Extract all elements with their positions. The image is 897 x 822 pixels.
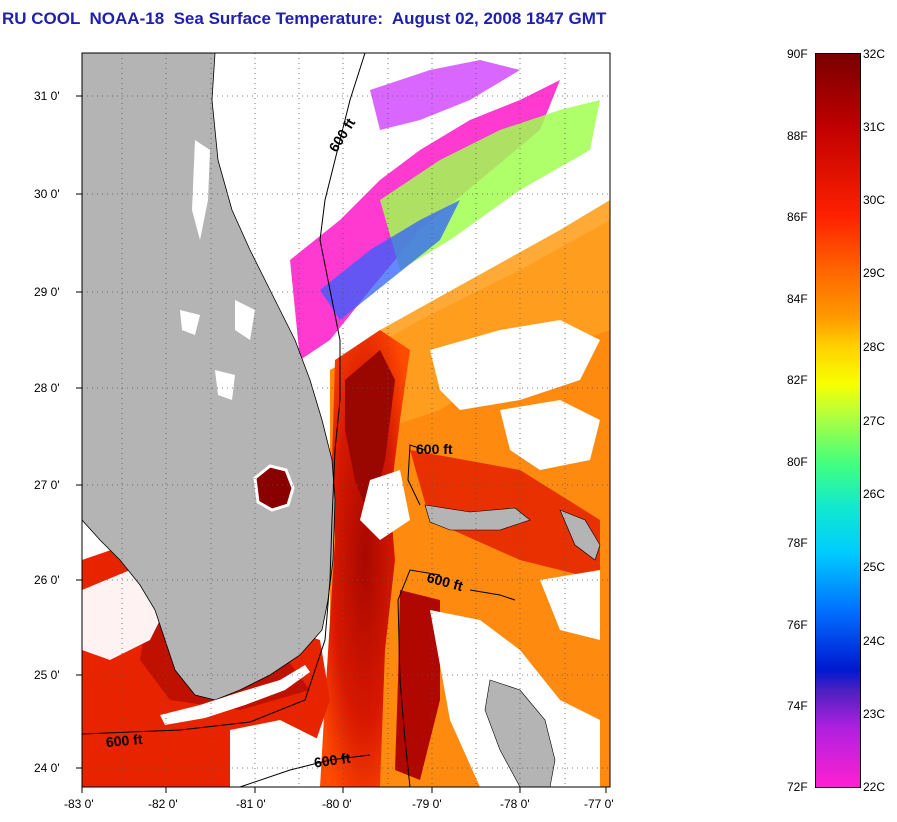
colorbar-f-86: 86F xyxy=(787,210,808,224)
colorbar-c-24: 24C xyxy=(863,634,886,648)
lat-tick-31: 31 0' xyxy=(34,89,60,103)
colorbar-f-76: 76F xyxy=(787,618,808,632)
lake-okeechobee xyxy=(253,464,295,512)
inland-nodata-2 xyxy=(235,300,255,340)
gulf-stream-inner xyxy=(345,350,395,520)
colorbar-c-29: 29C xyxy=(863,266,886,280)
contour-600ft-tongue xyxy=(397,569,441,787)
cloud-6 xyxy=(360,470,410,540)
contour-label-2: 600 ft xyxy=(416,441,453,457)
gulf-stream-core xyxy=(320,330,410,787)
colorbar-f-80: 80F xyxy=(787,455,808,469)
contour-600ft-bahamas xyxy=(407,444,426,506)
colorbar-f-90: 90F xyxy=(787,47,808,61)
sst-tongue-of-ocean xyxy=(395,590,440,780)
lat-tick-30: 30 0' xyxy=(34,187,60,201)
inland-nodata-1 xyxy=(192,140,210,240)
contour-label-5: 600 ft xyxy=(313,750,352,771)
inland-nodata-4 xyxy=(180,310,200,335)
lon-axis xyxy=(81,787,607,793)
colorbar-f-82: 82F xyxy=(787,373,808,387)
cloud-5 xyxy=(230,720,320,787)
colorbar-f-74: 74F xyxy=(787,699,808,713)
panhandle-land xyxy=(82,53,210,300)
contour-600ft-ne xyxy=(469,589,516,601)
lon-tick-83: -83 0' xyxy=(64,797,94,811)
colorbar-f-72: 72F xyxy=(787,780,808,794)
lon-tick-81: -81 0' xyxy=(236,797,266,811)
colorbar-c-32: 32C xyxy=(863,47,886,61)
contour-600ft-east xyxy=(82,53,366,735)
colorbar-f-88: 88F xyxy=(787,129,808,143)
colorbar-f-78: 78F xyxy=(787,536,808,550)
inland-nodata-3 xyxy=(215,370,235,400)
lon-tick-82: -82 0' xyxy=(148,797,178,811)
lon-tick-80: -80 0' xyxy=(322,797,352,811)
map-frame xyxy=(81,52,611,788)
map-area xyxy=(82,53,610,787)
colorbar-c-22: 22C xyxy=(863,780,886,794)
cloud-2 xyxy=(500,400,600,470)
map-grid xyxy=(82,53,610,787)
lon-tick-77: -77 0' xyxy=(584,797,614,811)
colorbar-c-25: 25C xyxy=(863,560,886,574)
grand-bahama-land xyxy=(424,504,531,531)
lat-tick-29: 29 0' xyxy=(34,285,60,299)
cloud-1 xyxy=(430,320,600,410)
contour-600ft-south xyxy=(239,754,371,787)
temperature-colorbar xyxy=(815,53,861,788)
florida-keys xyxy=(160,665,310,725)
lon-tick-78: -78 0' xyxy=(500,797,530,811)
colorbar-c-26: 26C xyxy=(863,487,886,501)
lat-tick-28: 28 0' xyxy=(34,381,60,395)
colorbar-c-27: 27C xyxy=(863,414,886,428)
abaco-land xyxy=(559,509,601,561)
lat-tick-25: 25 0' xyxy=(34,668,60,682)
sst-cool-patch-magenta-top xyxy=(370,60,520,130)
lat-tick-26: 26 0' xyxy=(34,573,60,587)
colorbar-c-30: 30C xyxy=(863,193,886,207)
sst-cool-patch-blue xyxy=(320,200,460,320)
lat-axis xyxy=(76,95,82,769)
cloud-7 xyxy=(540,570,600,640)
lon-tick-79: -79 0' xyxy=(412,797,442,811)
colorbar-c-23: 23C xyxy=(863,707,886,721)
colorbar-c-31: 31C xyxy=(863,120,886,134)
contour-label-4: 600 ft xyxy=(105,731,143,750)
lat-tick-27: 27 0' xyxy=(34,478,60,492)
colorbar-f-84: 84F xyxy=(787,292,808,306)
colorbar-c-28: 28C xyxy=(863,340,886,354)
lat-tick-24: 24 0' xyxy=(34,761,60,775)
map-title: RU COOL NOAA-18 Sea Surface Temperature:… xyxy=(2,9,607,28)
